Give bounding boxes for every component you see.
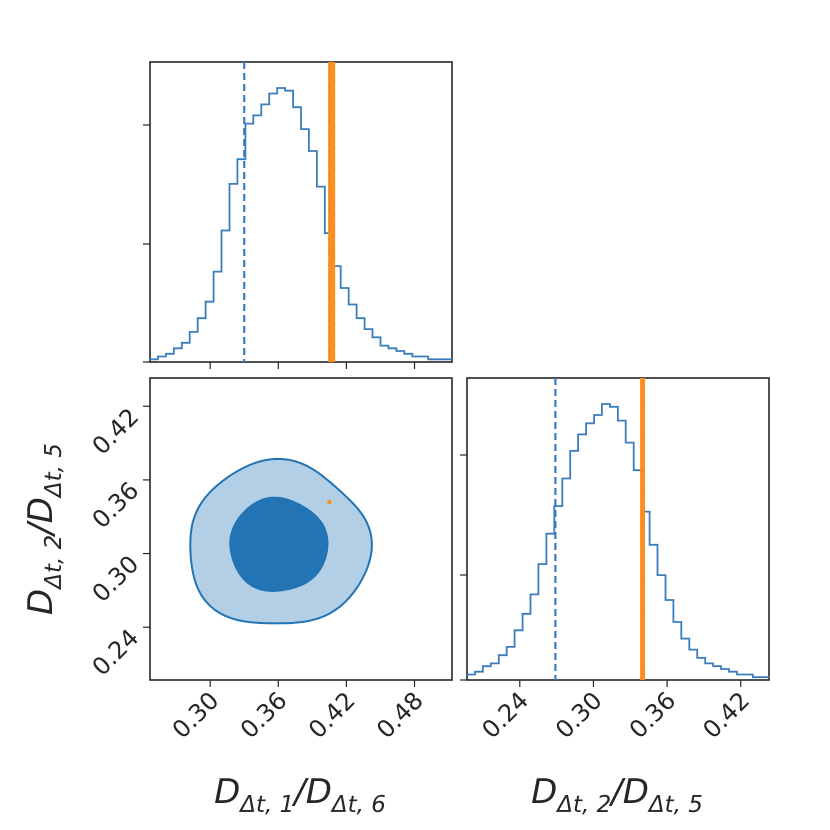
histogram-panel-param1	[143, 61, 453, 369]
histogram-param1-marks	[150, 62, 452, 362]
contour-68	[229, 496, 329, 592]
hist2-xtick-label-2: 0.36	[624, 686, 682, 744]
contour-xtick-label-2: 0.42	[303, 686, 361, 744]
contour-xtick-label-0: 0.30	[167, 686, 225, 744]
contour-ytick-label-1: 0.30	[87, 550, 145, 608]
histogram-param1-frame	[149, 61, 453, 363]
hist2-step-line	[467, 403, 769, 679]
histogram-param1-yticks	[143, 124, 150, 363]
hist2-xtick-label-1: 0.30	[550, 686, 608, 744]
hist2-xtick-label-0: 0.24	[476, 686, 534, 744]
contour-ytick-label-2: 0.36	[87, 476, 145, 534]
histogram-panel-param2: 0.24 0.30 0.36 0.42	[460, 377, 770, 744]
histogram-param2-marks	[467, 378, 769, 680]
ylabel-param2: DΔt, 2/DΔt, 5	[21, 443, 67, 615]
histogram-param2-frame	[466, 377, 770, 681]
contour-xtick-label-3: 0.48	[371, 686, 429, 744]
truth-point	[327, 499, 332, 505]
hist2-xtick-label-3: 0.42	[697, 686, 755, 744]
contour-ytick-label-0: 0.24	[87, 624, 145, 682]
contour-ytick-label-3: 0.42	[87, 403, 145, 461]
histogram-param2-xticks: 0.24 0.30 0.36 0.42	[476, 680, 755, 744]
xlabel-param2: DΔt, 2/DΔt, 5	[531, 772, 703, 818]
histogram-param2-yticks	[460, 454, 467, 681]
histogram-param1-xticks	[209, 362, 416, 369]
contour-frame	[149, 377, 453, 681]
contour-panel: 0.30 0.36 0.42 0.480.240.300.360.42	[87, 377, 453, 744]
xlabel-param1: DΔt, 1/DΔt, 6	[214, 772, 386, 818]
hist1-step-line	[150, 87, 452, 361]
contour-marks	[189, 457, 373, 625]
contour-xtick-label-1: 0.36	[235, 686, 293, 744]
